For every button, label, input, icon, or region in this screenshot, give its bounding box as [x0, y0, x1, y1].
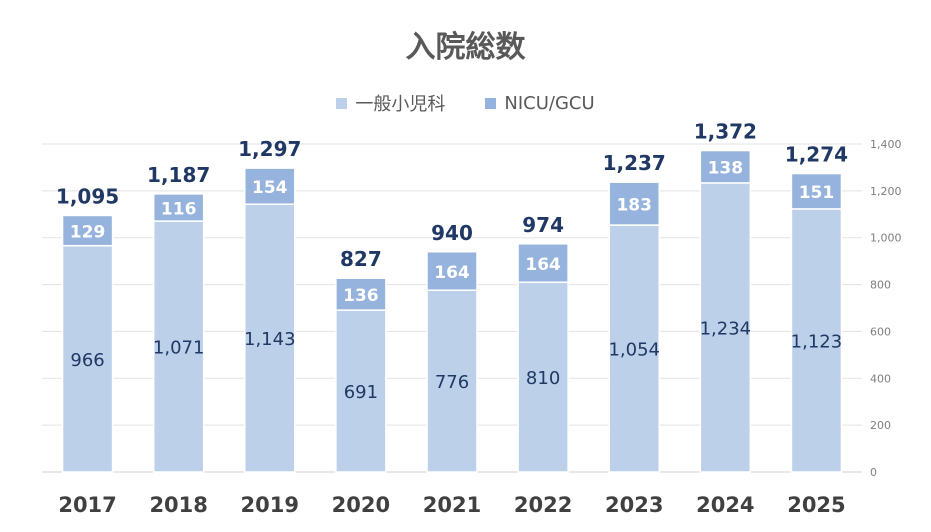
x-tick-label-2022: 2022 — [514, 493, 572, 517]
bar-general-2021 — [426, 289, 478, 473]
bar-nicu-2025 — [790, 172, 843, 210]
x-tick-label-2020: 2020 — [332, 493, 390, 517]
y-tick-label-800: 800 — [870, 279, 891, 292]
total-label-2018: 1,187 — [147, 163, 210, 187]
data-label-nicu-2024: 138 — [708, 159, 744, 179]
y-tick-label-1000: 1,000 — [870, 232, 902, 245]
bar-general-2023 — [608, 224, 660, 473]
total-label-2019: 1,297 — [238, 137, 301, 161]
data-label-nicu-2025: 151 — [799, 183, 835, 203]
x-tick-label-2025: 2025 — [787, 493, 845, 517]
data-label-nicu-2017: 129 — [70, 223, 106, 243]
x-tick-label-2021: 2021 — [423, 493, 481, 517]
bar-general-2017 — [61, 244, 114, 473]
data-label-general-2022: 810 — [526, 368, 560, 389]
data-label-general-2017: 966 — [70, 350, 104, 371]
data-label-nicu-2020: 136 — [343, 286, 379, 306]
y-tick-label-0: 0 — [870, 466, 877, 479]
bar-general-2018 — [152, 220, 205, 473]
x-tick-label-2024: 2024 — [696, 493, 754, 517]
y-tick-label-600: 600 — [870, 325, 891, 338]
total-label-2024: 1,372 — [694, 120, 757, 144]
bar-general-2019 — [244, 203, 296, 473]
legend-swatch-general-pediatrics — [336, 97, 348, 109]
total-label-2025: 1,274 — [785, 143, 848, 167]
bar-nicu-2017 — [61, 214, 114, 247]
x-tick-label-2018: 2018 — [149, 493, 207, 517]
data-label-general-2024: 1,234 — [700, 318, 752, 339]
bar-nicu-2022 — [517, 243, 569, 283]
bar-nicu-2024 — [699, 149, 752, 184]
bar-general-2025 — [790, 208, 843, 473]
y-tick-label-1400: 1,400 — [870, 138, 902, 151]
data-label-general-2021: 776 — [435, 372, 469, 393]
bar-nicu-2018 — [152, 193, 205, 222]
legend-swatch-nicu-gcu — [485, 97, 497, 109]
bar-general-2024 — [699, 182, 752, 473]
data-label-general-2020: 691 — [344, 382, 378, 403]
total-label-2020: 827 — [340, 247, 382, 271]
legend-label-general-pediatrics: 一般小児科 — [355, 94, 446, 115]
data-label-general-2023: 1,054 — [608, 340, 660, 361]
y-tick-label-1200: 1,200 — [870, 185, 902, 198]
data-label-nicu-2019: 154 — [252, 178, 288, 198]
data-label-nicu-2021: 164 — [434, 263, 470, 283]
y-tick-label-400: 400 — [870, 372, 891, 385]
x-tick-label-2017: 2017 — [58, 493, 116, 517]
legend-item-nicu-gcu: NICU/GCU — [485, 90, 595, 116]
data-label-nicu-2022: 164 — [525, 255, 561, 275]
total-label-2021: 940 — [431, 221, 473, 245]
x-tick-label-2023: 2023 — [605, 493, 663, 517]
total-label-2023: 1,237 — [603, 151, 666, 175]
bar-nicu-2019 — [244, 167, 296, 205]
data-label-general-2025: 1,123 — [791, 331, 843, 352]
data-label-nicu-2018: 116 — [161, 199, 197, 219]
legend: 一般小児科 NICU/GCU — [0, 90, 931, 116]
data-label-nicu-2023: 183 — [616, 196, 652, 216]
legend-label-nicu-gcu: NICU/GCU — [504, 92, 595, 114]
total-label-2017: 1,095 — [56, 184, 119, 208]
total-label-2022: 974 — [522, 213, 564, 237]
data-label-general-2018: 1,071 — [153, 338, 205, 359]
bar-nicu-2023 — [608, 181, 660, 226]
y-tick-label-200: 200 — [870, 419, 891, 432]
chart-title: 入院総数 — [405, 30, 526, 65]
bar-nicu-2021 — [426, 251, 478, 291]
bar-nicu-2020 — [335, 277, 387, 311]
data-label-general-2019: 1,143 — [244, 329, 296, 350]
bar-general-2022 — [517, 281, 569, 473]
x-tick-label-2019: 2019 — [241, 493, 299, 517]
legend-item-general-pediatrics: 一般小児科 — [336, 90, 445, 116]
